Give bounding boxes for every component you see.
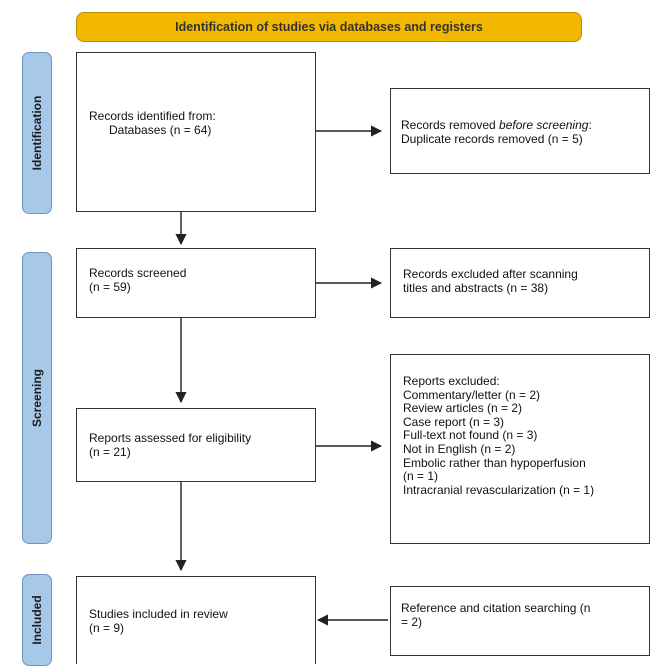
records-screened-line1: Records screened [89, 266, 187, 280]
box-studies-included: Studies included in review (n = 9) [76, 576, 316, 664]
phase-screening: Screening [22, 252, 52, 544]
flow-header-banner: Identification of studies via databases … [76, 12, 582, 42]
phase-included: Included [22, 574, 52, 666]
reports-excluded-item: Case report (n = 3) [403, 414, 505, 429]
records-excluded-line1: Records excluded after scanning [403, 267, 578, 281]
reports-assessed-line1: Reports assessed for eligibility [89, 431, 252, 445]
reports-excluded-title: Reports excluded: [403, 374, 500, 388]
box-records-identified: Records identified from: Databases (n = … [76, 52, 316, 212]
box-records-excluded: Records excluded after scanning titles a… [390, 248, 650, 318]
records-removed-prefix: Records removed [401, 118, 500, 132]
records-removed-emphasis: before screening [499, 118, 589, 132]
records-identified-line1: Records identified from: [89, 109, 216, 123]
reports-excluded-item: Embolic rather than hypoperfusion [403, 455, 586, 470]
studies-included-line2: (n = 9) [89, 621, 125, 635]
records-identified-line2: Databases (n = 64) [109, 123, 212, 137]
box-reports-excluded: Reports excluded: Commentary/letter (n =… [390, 354, 650, 544]
reports-excluded-item: Full-text not found (n = 3) [403, 428, 538, 443]
records-excluded-line2: titles and abstracts (n = 38) [403, 281, 549, 295]
box-records-removed: Records removed before screening: Duplic… [390, 88, 650, 174]
studies-included-line1: Studies included in review [89, 607, 228, 621]
records-screened-line2: (n = 59) [89, 280, 131, 294]
reference-search-line2: = 2) [401, 615, 423, 629]
records-removed-suffix: : [588, 118, 592, 132]
phase-identification: Identification [22, 52, 52, 214]
reports-excluded-item: Commentary/letter (n = 2) [403, 387, 541, 402]
records-removed-line1: Records removed before screening: [401, 118, 641, 132]
records-removed-line2: Duplicate records removed (n = 5) [401, 132, 583, 146]
reports-excluded-item: (n = 1) [403, 469, 439, 484]
reports-assessed-line2: (n = 21) [89, 445, 131, 459]
box-records-screened: Records screened (n = 59) [76, 248, 316, 318]
box-reference-search: Reference and citation searching (n = 2) [390, 586, 650, 656]
reports-excluded-item: Not in English (n = 2) [403, 441, 516, 456]
reports-excluded-item: Review articles (n = 2) [403, 401, 523, 416]
reports-excluded-item: Intracranial revascularization (n = 1) [403, 482, 595, 497]
reference-search-line1: Reference and citation searching (n [401, 601, 591, 615]
box-reports-assessed: Reports assessed for eligibility (n = 21… [76, 408, 316, 482]
banner-title: Identification of studies via databases … [175, 20, 483, 34]
